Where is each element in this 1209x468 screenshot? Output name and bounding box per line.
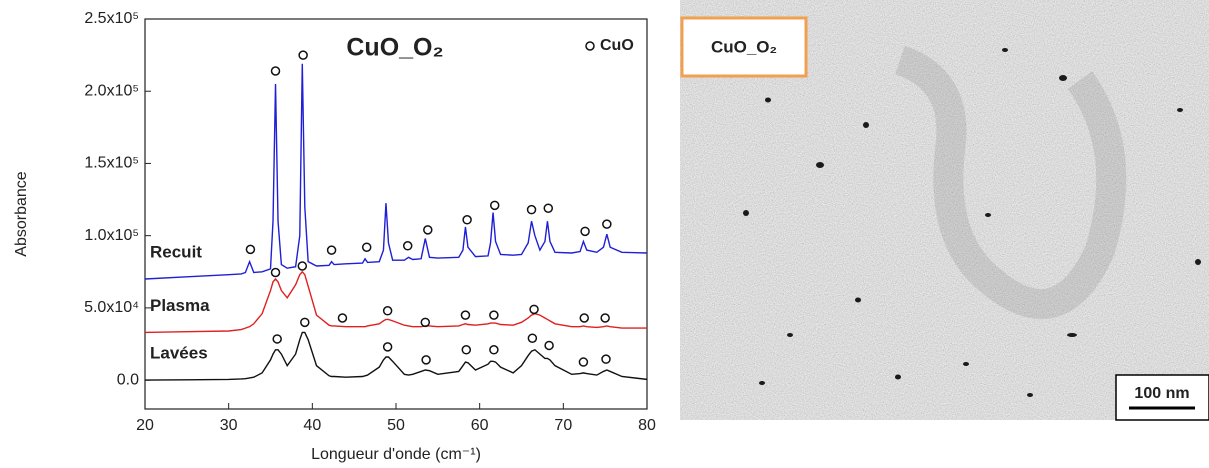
peak-marker bbox=[461, 345, 472, 355]
peak-marker bbox=[527, 333, 538, 343]
peak-marker bbox=[337, 313, 348, 323]
peak-marker bbox=[600, 313, 610, 323]
peak-marker bbox=[382, 342, 393, 352]
peak-marker bbox=[326, 245, 337, 255]
peak-marker bbox=[602, 219, 612, 229]
y-axis-title: Absorbance bbox=[13, 171, 30, 256]
peak-marker bbox=[529, 304, 539, 315]
scale-bar-label: 100 nm bbox=[1134, 385, 1189, 402]
image-label-box bbox=[680, 16, 808, 78]
legend-marker bbox=[585, 41, 595, 51]
peak-marker bbox=[580, 226, 590, 237]
legend-label: CuO bbox=[600, 37, 634, 54]
y-tick-label: 0.0 bbox=[117, 371, 139, 388]
y-tick-label: 5.0x10⁴ bbox=[84, 299, 139, 316]
peak-marker bbox=[489, 200, 500, 211]
x-tick-label: 70 bbox=[554, 417, 572, 434]
series-label: Lavées bbox=[150, 344, 208, 363]
peak-marker bbox=[423, 225, 433, 235]
peak-marker bbox=[489, 345, 499, 355]
peak-marker bbox=[297, 261, 308, 271]
peak-marker bbox=[544, 340, 554, 351]
peak-marker bbox=[579, 313, 589, 323]
series-line bbox=[145, 63, 647, 280]
x-tick-label: 60 bbox=[471, 417, 489, 434]
series-label: Plasma bbox=[150, 296, 210, 315]
plot-area bbox=[145, 50, 647, 381]
y-tick-label: 1.0x10⁵ bbox=[84, 227, 139, 244]
plot-frame bbox=[144, 18, 648, 410]
peak-marker bbox=[245, 244, 256, 255]
x-tick-label: 50 bbox=[387, 417, 405, 434]
peak-marker bbox=[526, 204, 537, 215]
x-tick-label: 80 bbox=[638, 417, 656, 434]
tem-image: CuO_O₂ 100 nm bbox=[680, 0, 1209, 421]
peak-marker bbox=[489, 310, 499, 320]
peak-marker bbox=[382, 306, 393, 316]
peak-marker bbox=[601, 354, 611, 364]
peak-marker bbox=[270, 66, 281, 76]
peak-marker bbox=[460, 310, 471, 320]
series-line bbox=[145, 270, 647, 334]
peak-marker bbox=[462, 215, 472, 225]
chart-title: CuO_O₂ bbox=[346, 34, 443, 62]
peak-marker bbox=[578, 357, 589, 367]
image-label: CuO_O₂ bbox=[711, 37, 777, 56]
y-tick-label: 2.0x10⁵ bbox=[84, 82, 139, 99]
y-tick-label: 1.5x10⁵ bbox=[84, 155, 139, 172]
x-tick-label: 30 bbox=[220, 417, 238, 434]
y-tick-label: 2.5x10⁵ bbox=[84, 10, 139, 27]
x-tick-label: 20 bbox=[136, 417, 154, 434]
series-line bbox=[145, 331, 647, 381]
peak-marker bbox=[270, 267, 281, 278]
peak-marker bbox=[272, 334, 282, 344]
peak-marker bbox=[421, 355, 431, 365]
series-label: Recuit bbox=[150, 242, 202, 261]
peak-marker bbox=[543, 203, 554, 213]
peak-marker bbox=[361, 242, 372, 252]
peak-marker bbox=[298, 50, 308, 60]
scale-bar-box bbox=[1115, 374, 1209, 421]
peak-marker bbox=[300, 317, 310, 328]
x-tick-label: 40 bbox=[303, 417, 321, 434]
peak-marker bbox=[420, 317, 431, 328]
peak-marker bbox=[402, 241, 413, 251]
x-axis-title: Longueur d'onde (cm⁻¹) bbox=[311, 446, 481, 463]
